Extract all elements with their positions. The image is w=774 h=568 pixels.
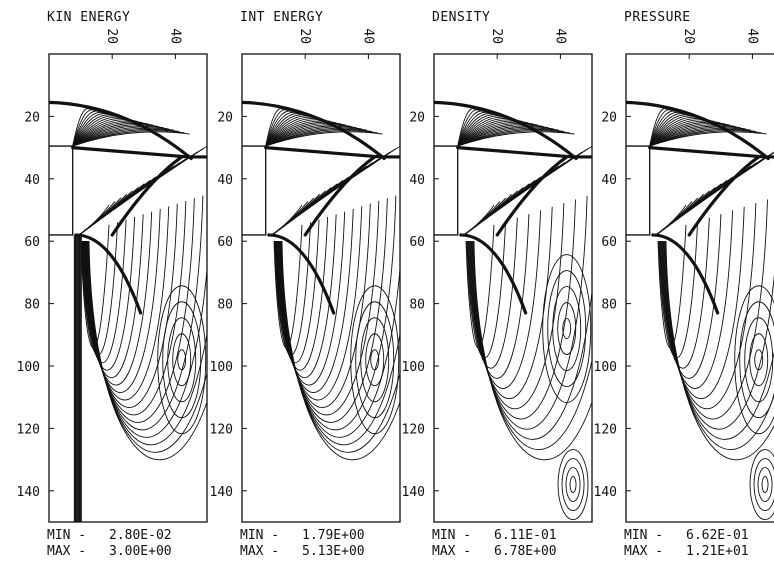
x-tick-label: 40 <box>360 28 375 44</box>
y-tick-label: 20 <box>601 110 617 125</box>
y-tick-label: 100 <box>210 360 233 375</box>
y-tick-label: 80 <box>409 298 425 313</box>
y-tick-label: 40 <box>217 173 233 188</box>
max-label: MAX - <box>240 544 279 559</box>
contour-field <box>626 100 774 520</box>
x-tick-label: 20 <box>104 28 119 44</box>
y-tick-label: 100 <box>402 360 425 375</box>
y-tick-label: 140 <box>594 485 617 500</box>
max-value: 6.78E+00 <box>494 544 557 559</box>
plot-frame <box>48 53 208 523</box>
y-tick-label: 40 <box>24 173 40 188</box>
y-tick-label: 60 <box>601 235 617 250</box>
y-tick-label: 120 <box>210 422 233 437</box>
max-label: MAX - <box>47 544 86 559</box>
min-value: 1.79E+00 <box>302 528 365 543</box>
y-tick-label: 120 <box>17 422 40 437</box>
y-tick-label: 140 <box>17 485 40 500</box>
y-tick-label: 40 <box>601 173 617 188</box>
plot-frame <box>241 53 401 523</box>
min-label: MIN - <box>432 528 471 543</box>
contour-field <box>434 100 592 521</box>
y-tick-label: 20 <box>409 110 425 125</box>
min-value: 6.62E-01 <box>686 528 749 543</box>
x-tick-label: 20 <box>681 28 696 44</box>
panel-title: PRESSURE <box>624 10 691 25</box>
min-label: MIN - <box>240 528 279 543</box>
contour-field <box>49 100 207 522</box>
y-tick-label: 140 <box>210 485 233 500</box>
x-tick-label: 20 <box>489 28 504 44</box>
panel-title: DENSITY <box>432 10 490 25</box>
panel-4: PRESSURE 20 40 20 40 60 80 100 120 140 MIN - 6.62E-… <box>594 10 774 559</box>
max-value: 3.00E+00 <box>109 544 172 559</box>
y-tick-label: 100 <box>594 360 617 375</box>
max-label: MAX - <box>432 544 471 559</box>
panel-1: KIN ENERGY 20 40 20 40 60 80 100 120 140 MIN - 2.80… <box>17 10 208 559</box>
x-tick-label: 40 <box>552 28 567 44</box>
x-tick-label: 20 <box>297 28 312 44</box>
max-value: 5.13E+00 <box>302 544 365 559</box>
max-label: MAX - <box>624 544 663 559</box>
panel-title: INT ENERGY <box>240 10 323 25</box>
y-tick-label: 20 <box>24 110 40 125</box>
y-tick-label: 60 <box>409 235 425 250</box>
x-tick-label: 40 <box>744 28 759 44</box>
y-tick-label: 20 <box>217 110 233 125</box>
panel-2: INT ENERGY 20 40 20 40 60 80 100 120 140 MIN - 1.79… <box>210 10 401 559</box>
min-label: MIN - <box>47 528 86 543</box>
x-tick-label: 40 <box>167 28 182 44</box>
max-value: 1.21E+01 <box>686 544 749 559</box>
y-tick-label: 120 <box>402 422 425 437</box>
y-tick-label: 40 <box>409 173 425 188</box>
plot-frame <box>433 53 593 523</box>
panel-title: KIN ENERGY <box>47 10 130 25</box>
y-tick-label: 60 <box>24 235 40 250</box>
y-tick-label: 80 <box>24 298 40 313</box>
y-tick-label: 80 <box>217 298 233 313</box>
y-tick-label: 60 <box>217 235 233 250</box>
contour-field <box>242 100 400 461</box>
min-value: 6.11E-01 <box>494 528 557 543</box>
y-tick-label: 100 <box>17 360 40 375</box>
y-tick-label: 140 <box>402 485 425 500</box>
min-label: MIN - <box>624 528 663 543</box>
y-tick-label: 80 <box>601 298 617 313</box>
min-value: 2.80E-02 <box>109 528 172 543</box>
panel-3: DENSITY 20 40 20 40 60 80 100 120 140 MIN - 6.11E-0… <box>402 10 593 559</box>
y-tick-label: 120 <box>594 422 617 437</box>
plot-frame <box>625 53 774 523</box>
